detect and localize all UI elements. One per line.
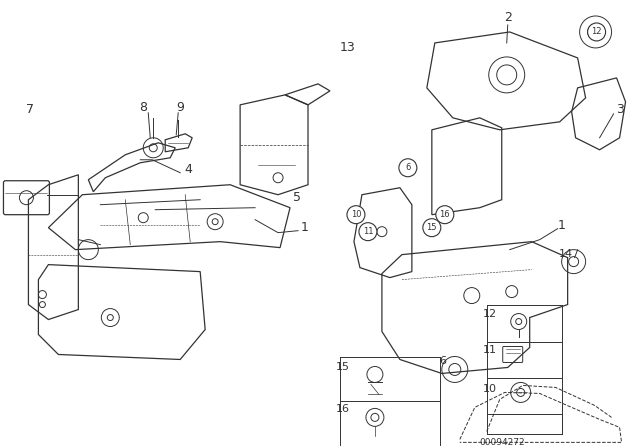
Text: 7: 7 bbox=[26, 103, 35, 116]
Circle shape bbox=[423, 219, 441, 237]
Circle shape bbox=[347, 206, 365, 224]
Circle shape bbox=[588, 23, 605, 41]
Text: 11: 11 bbox=[483, 345, 497, 356]
Text: 14: 14 bbox=[559, 249, 573, 258]
Text: 15: 15 bbox=[427, 223, 437, 232]
Circle shape bbox=[399, 159, 417, 177]
Text: 00094272: 00094272 bbox=[479, 438, 525, 447]
Text: 2: 2 bbox=[504, 12, 511, 25]
Text: 4: 4 bbox=[184, 163, 192, 176]
Text: 6: 6 bbox=[439, 357, 446, 366]
Text: 16: 16 bbox=[440, 210, 450, 219]
Text: 10: 10 bbox=[483, 384, 497, 394]
Text: 15: 15 bbox=[336, 362, 350, 372]
Text: 16: 16 bbox=[336, 405, 350, 414]
Text: 8: 8 bbox=[140, 101, 147, 114]
Circle shape bbox=[359, 223, 377, 241]
Text: 5: 5 bbox=[293, 191, 301, 204]
Text: 9: 9 bbox=[176, 101, 184, 114]
Text: 1: 1 bbox=[301, 221, 309, 234]
Text: 3: 3 bbox=[616, 103, 623, 116]
Text: 12: 12 bbox=[483, 309, 497, 319]
Text: 1: 1 bbox=[557, 219, 566, 232]
Text: 13: 13 bbox=[340, 41, 356, 54]
Text: 10: 10 bbox=[351, 210, 361, 219]
Text: 6: 6 bbox=[405, 163, 410, 172]
Circle shape bbox=[436, 206, 454, 224]
Text: 12: 12 bbox=[591, 27, 602, 36]
Text: 11: 11 bbox=[363, 227, 373, 236]
